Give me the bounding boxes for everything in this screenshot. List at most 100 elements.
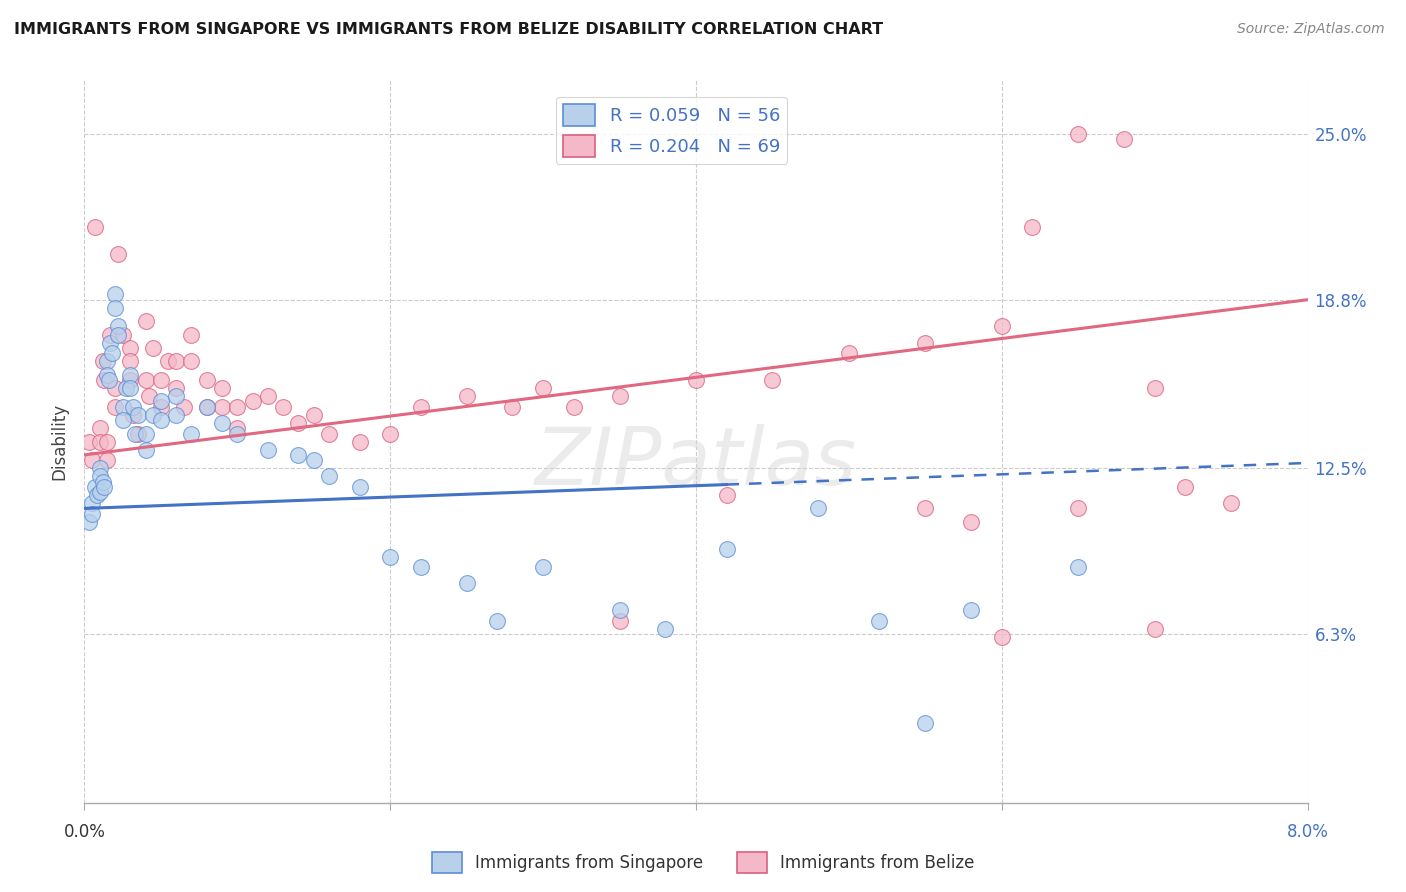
Point [135, 373, 157, 387]
Point [502, 400, 524, 414]
Point [180, 354, 202, 368]
Point [135, 314, 157, 328]
Point [1174, 480, 1197, 494]
Point [685, 373, 707, 387]
Point [142, 408, 165, 422]
Point [165, 381, 187, 395]
Point [716, 541, 738, 556]
Point [1067, 501, 1090, 516]
Point [104, 381, 127, 395]
Point [195, 400, 218, 414]
Point [531, 560, 554, 574]
Point [91, 475, 114, 489]
Point [157, 354, 180, 368]
Point [1114, 132, 1136, 146]
Point [869, 614, 891, 628]
Point [1143, 381, 1166, 395]
Point [562, 400, 585, 414]
Point [960, 515, 983, 529]
Point [302, 453, 325, 467]
Point [302, 408, 325, 422]
Point [96, 434, 118, 449]
Point [135, 442, 157, 457]
Point [257, 442, 280, 457]
Point [838, 346, 860, 360]
Point [1143, 622, 1166, 636]
Legend: R = 0.059   N = 56, R = 0.204   N = 69: R = 0.059 N = 56, R = 0.204 N = 69 [555, 96, 787, 164]
Point [180, 327, 202, 342]
Text: 8.0%: 8.0% [1286, 823, 1329, 841]
Point [456, 576, 478, 591]
Point [114, 381, 136, 395]
Point [271, 400, 294, 414]
Point [124, 426, 146, 441]
Point [165, 354, 187, 368]
Point [1067, 560, 1090, 574]
Point [120, 341, 142, 355]
Point [609, 614, 631, 628]
Point [80, 453, 103, 467]
Point [138, 389, 160, 403]
Point [380, 549, 402, 564]
Point [127, 408, 149, 422]
Point [349, 480, 371, 494]
Point [226, 400, 249, 414]
Point [173, 400, 195, 414]
Point [486, 614, 509, 628]
Point [122, 400, 145, 414]
Point [86, 488, 108, 502]
Point [96, 453, 118, 467]
Point [97, 373, 120, 387]
Point [104, 301, 127, 315]
Point [122, 408, 145, 422]
Point [257, 389, 280, 403]
Point [111, 413, 134, 427]
Point [165, 389, 187, 403]
Point [380, 426, 402, 441]
Point [761, 373, 783, 387]
Point [104, 287, 127, 301]
Point [96, 354, 118, 368]
Point [80, 507, 103, 521]
Point [89, 469, 111, 483]
Point [195, 373, 218, 387]
Point [226, 421, 249, 435]
Legend: Immigrants from Singapore, Immigrants from Belize: Immigrants from Singapore, Immigrants fr… [425, 846, 981, 880]
Point [180, 426, 202, 441]
Y-axis label: Disability: Disability [51, 403, 69, 480]
Point [914, 335, 936, 350]
Point [107, 247, 129, 261]
Point [318, 426, 340, 441]
Point [84, 480, 107, 494]
Point [195, 400, 218, 414]
Point [211, 400, 233, 414]
Point [211, 416, 233, 430]
Point [654, 622, 676, 636]
Point [287, 416, 309, 430]
Point [93, 373, 115, 387]
Point [409, 560, 432, 574]
Point [716, 488, 738, 502]
Point [149, 394, 172, 409]
Point [135, 426, 157, 441]
Point [960, 603, 983, 617]
Point [98, 335, 121, 350]
Point [96, 368, 118, 382]
Point [149, 400, 172, 414]
Point [456, 389, 478, 403]
Point [89, 461, 111, 475]
Point [127, 426, 149, 441]
Point [1220, 496, 1243, 510]
Point [120, 373, 142, 387]
Point [89, 421, 111, 435]
Text: Source: ZipAtlas.com: Source: ZipAtlas.com [1237, 22, 1385, 37]
Point [77, 515, 100, 529]
Point [91, 354, 114, 368]
Point [1021, 220, 1043, 235]
Point [120, 381, 142, 395]
Point [111, 400, 134, 414]
Point [318, 469, 340, 483]
Point [80, 496, 103, 510]
Point [1067, 127, 1090, 141]
Point [149, 373, 172, 387]
